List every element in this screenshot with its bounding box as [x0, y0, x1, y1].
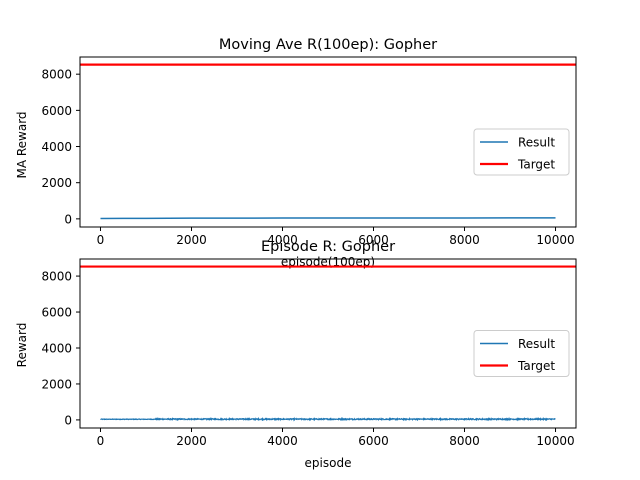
- x-tick-label: 2000: [176, 434, 207, 448]
- chart-title: Episode R: Gopher: [261, 239, 395, 255]
- x-tick-label: 4000: [267, 434, 298, 448]
- x-tick-label: 4000: [267, 233, 298, 247]
- y-tick-label: 4000: [41, 341, 72, 355]
- legend-label: Target: [517, 359, 555, 373]
- x-axis-label: episode: [305, 456, 352, 470]
- y-tick-label: 4000: [41, 140, 72, 154]
- chart-title: Moving Ave R(100ep): Gopher: [219, 37, 437, 53]
- x-tick-label: 10000: [536, 233, 574, 247]
- x-tick-label: 10000: [536, 434, 574, 448]
- x-tick-label: 2000: [176, 233, 207, 247]
- series-line-result: [100, 217, 556, 220]
- y-tick-label: 6000: [41, 104, 72, 118]
- legend: Result Target: [473, 330, 570, 377]
- y-axis-label: Reward: [15, 323, 29, 368]
- y-tick-label: 6000: [41, 306, 72, 320]
- x-tick-label: 8000: [449, 233, 480, 247]
- x-tick-label: 6000: [358, 233, 389, 247]
- chart-episode-reward: Episode R: Gopher episode Reward 0 2000 40…: [15, 239, 577, 470]
- legend-label: Result: [518, 337, 555, 351]
- y-tick-label: 2000: [41, 176, 72, 190]
- plot-area: [80, 63, 576, 220]
- y-tick-label: 0: [64, 413, 72, 427]
- axes-frame: [79, 258, 577, 429]
- plot-area: [80, 265, 576, 422]
- legend-label: Result: [518, 136, 555, 150]
- legend-label: Target: [517, 158, 555, 172]
- y-tick-label: 0: [64, 212, 72, 226]
- x-tick-label: 0: [97, 434, 105, 448]
- legend: Result Target: [473, 128, 570, 176]
- y-tick-label: 8000: [41, 68, 72, 82]
- y-tick-label: 2000: [41, 377, 72, 391]
- x-tick-label: 6000: [358, 434, 389, 448]
- y-tick-label: 8000: [41, 270, 72, 284]
- y-axis-label: MA Reward: [15, 111, 29, 178]
- series-line-result: [100, 416, 556, 422]
- x-tick-label: 8000: [449, 434, 480, 448]
- x-tick-label: 0: [97, 233, 105, 247]
- axes-frame: [79, 56, 577, 228]
